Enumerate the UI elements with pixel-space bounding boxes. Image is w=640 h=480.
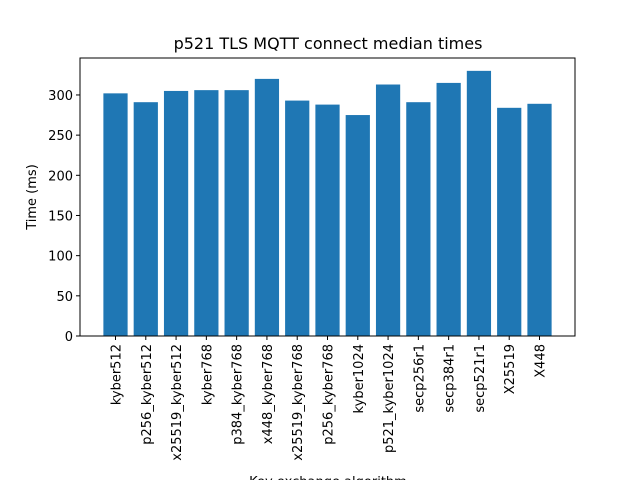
x-tick-label: secp384r1: [443, 344, 458, 413]
bar: [315, 104, 340, 336]
x-tick-label: kyber1024: [352, 344, 367, 413]
x-tick-label: kyber768: [200, 344, 215, 405]
y-tick-label: 150: [48, 209, 73, 224]
bar: [375, 84, 401, 336]
y-tick-label: 100: [48, 250, 73, 265]
x-tick-label: X25519: [503, 344, 518, 394]
bar: [224, 90, 249, 336]
bar: [406, 102, 431, 336]
plot-frame: [79, 57, 576, 337]
y-tick-label: 50: [56, 290, 73, 305]
bar: [163, 90, 189, 336]
bar: [345, 115, 370, 337]
x-tick-label: p256_kyber768: [322, 344, 337, 445]
x-tick-label: X448: [534, 344, 549, 378]
x-tick-label: p256_kyber512: [140, 344, 155, 445]
x-tick-label: p521_kyber1024: [382, 344, 397, 453]
chart-title: p521 TLS MQTT connect median times: [174, 34, 483, 53]
x-axis-label: Key exchange algorithm: [249, 475, 407, 480]
bar: [194, 90, 219, 336]
y-tick-label: 200: [48, 169, 73, 184]
bar: [497, 107, 522, 336]
y-tick-label: 300: [48, 89, 73, 104]
bar: [285, 100, 310, 336]
y-axis-label: Time (ms): [25, 164, 40, 231]
y-tick-label: 0: [65, 330, 73, 345]
x-tick-label: x25519_kyber768: [291, 344, 306, 461]
x-tick-label: x448_kyber768: [261, 344, 276, 444]
bar: [527, 103, 552, 336]
bar: [133, 102, 158, 336]
x-tick-label: p384_kyber768: [231, 344, 246, 445]
x-tick-label: secp256r1: [412, 344, 427, 413]
bar: [466, 70, 492, 336]
bar: [254, 78, 280, 337]
bar: [436, 82, 461, 336]
x-tick-label: x25519_kyber512: [170, 344, 185, 461]
bar: [103, 93, 128, 336]
x-tick-label: kyber512: [110, 344, 125, 405]
y-tick-label: 250: [48, 129, 73, 144]
x-tick-label: secp521r1: [473, 344, 488, 413]
